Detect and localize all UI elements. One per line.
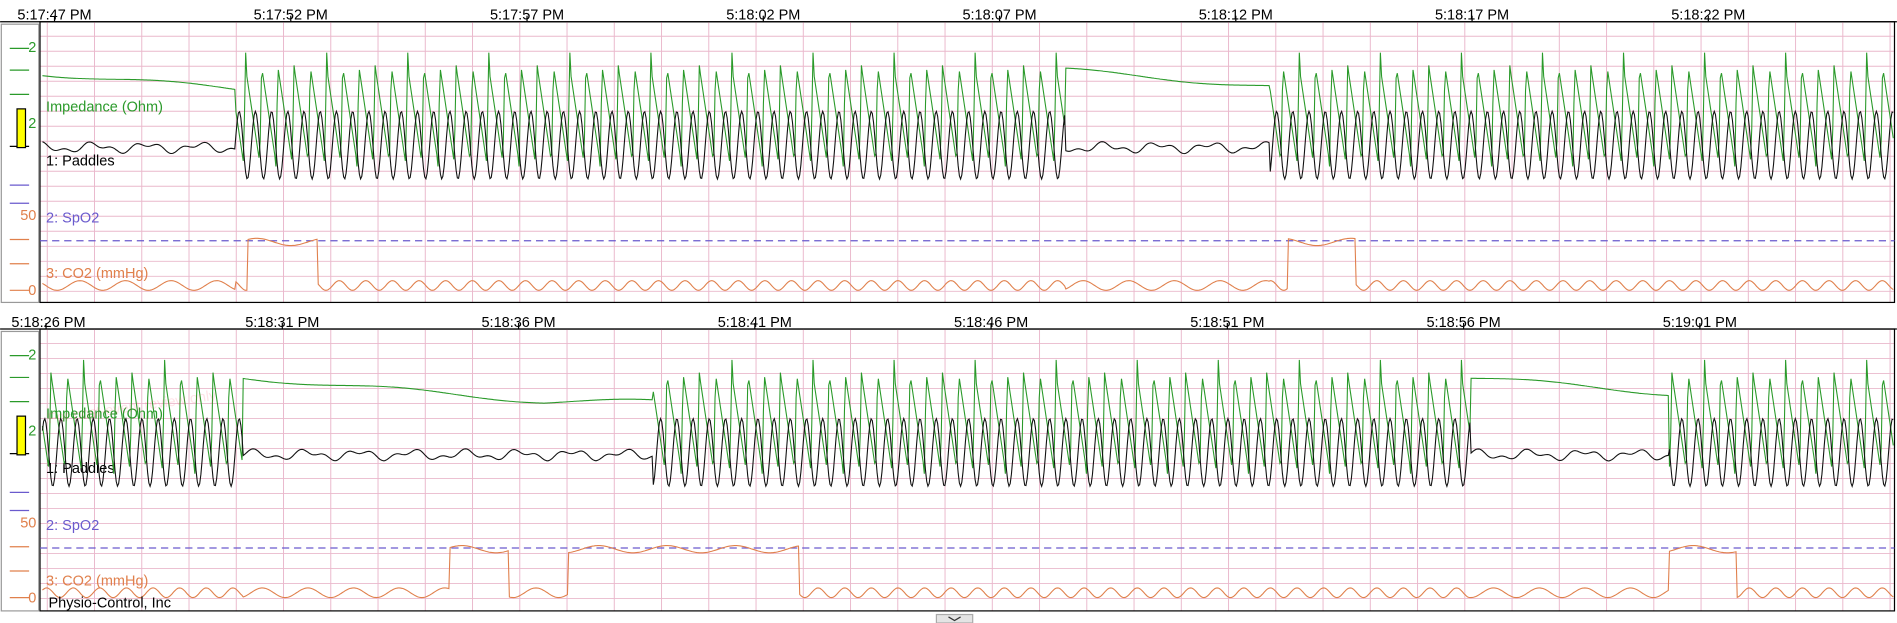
channel-label: 1: Paddles xyxy=(46,461,115,477)
channel-label: 3: CO2 (mmHg) xyxy=(46,573,148,589)
amplitude-marker xyxy=(16,108,27,149)
channel-label: Impedance (Ohm) xyxy=(46,99,163,115)
scale-label: 2 xyxy=(28,40,36,56)
time-label: 5:18:17 PM xyxy=(1435,8,1509,24)
channel-label: 2: SpO2 xyxy=(46,518,99,534)
channel-label: Impedance (Ohm) xyxy=(46,407,163,423)
time-label: 5:18:46 PM xyxy=(954,315,1028,331)
time-label: 5:18:41 PM xyxy=(718,315,792,331)
gutter-frame xyxy=(0,330,40,612)
time-label: 5:17:47 PM xyxy=(17,8,91,24)
scale-label: 2 xyxy=(28,116,36,132)
scale-label: 0 xyxy=(28,283,36,299)
scale-label: 50 xyxy=(20,208,36,224)
time-label: 5:18:07 PM xyxy=(962,8,1036,24)
scroll-button[interactable] xyxy=(935,613,974,623)
time-label: 5:18:12 PM xyxy=(1199,8,1273,24)
time-label: 5:18:36 PM xyxy=(481,315,555,331)
channel-label: 1: Paddles xyxy=(46,154,115,170)
scale-label: 0 xyxy=(28,590,36,606)
paddles-trace xyxy=(41,416,1894,489)
time-label: 5:17:52 PM xyxy=(254,8,328,24)
footer: Physio-Control, Inc xyxy=(48,595,171,611)
time-label: 5:18:22 PM xyxy=(1671,8,1745,24)
scale-label: 50 xyxy=(20,515,36,531)
scale-label: 2 xyxy=(28,347,36,363)
paddles-trace xyxy=(42,109,1894,181)
panel-frame xyxy=(39,21,1896,304)
gutter-frame xyxy=(0,23,40,304)
co2-trace xyxy=(42,237,1894,291)
co2-trace xyxy=(42,545,1894,599)
panel: 5:18:26 PM 5:18:31 PM 5:18:36 PM 5:18:41 PM… xyxy=(0,315,1897,612)
time-label: 5:18:02 PM xyxy=(726,8,800,24)
scale-label: 2 xyxy=(28,423,36,439)
time-label: 5:18:51 PM xyxy=(1190,315,1264,331)
impedance-trace xyxy=(41,359,1894,474)
channel-label: 2: SpO2 xyxy=(46,211,99,227)
scroll-arrow xyxy=(948,616,961,622)
panel: 5:17:47 PM 5:17:52 PM 5:17:57 PM 5:18:02 PM… xyxy=(0,8,1897,304)
channel-label: 3: CO2 (mmHg) xyxy=(46,266,148,282)
time-label: 5:18:56 PM xyxy=(1427,315,1501,331)
panel-frame xyxy=(39,328,1896,612)
amplitude-marker xyxy=(16,415,27,456)
time-label: 5:17:57 PM xyxy=(490,8,564,24)
time-label: 5:18:26 PM xyxy=(11,315,85,331)
time-label: 5:19:01 PM xyxy=(1663,315,1737,331)
time-label: 5:18:31 PM xyxy=(245,315,319,331)
